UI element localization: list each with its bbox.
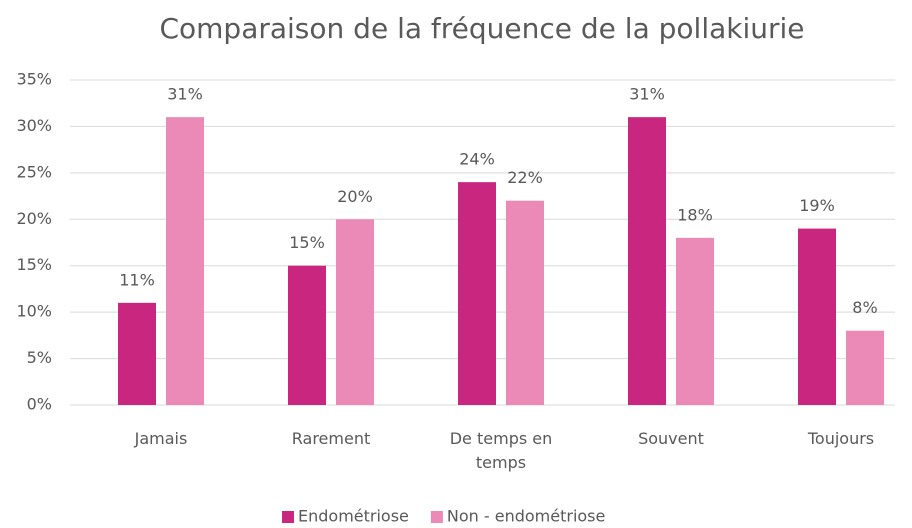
data-label: 18% [677, 205, 713, 224]
data-label: 15% [289, 233, 325, 252]
bar [288, 265, 326, 405]
legend-swatch [282, 511, 294, 523]
x-tick-label: Jamais [134, 429, 188, 448]
bar [676, 237, 714, 405]
data-label: 20% [337, 187, 373, 206]
data-label: 8% [852, 298, 877, 317]
data-label: 31% [167, 85, 203, 104]
y-tick-label: 5% [27, 348, 52, 367]
legend-swatch [430, 511, 443, 523]
y-tick-label: 35% [16, 70, 52, 89]
bar [846, 330, 884, 405]
legend-label: Endométriose [298, 507, 409, 526]
x-tick-label: Souvent [638, 429, 704, 448]
bar [336, 219, 374, 405]
bar [506, 200, 544, 405]
bar [118, 302, 156, 405]
data-label: 19% [799, 196, 835, 215]
bar [798, 228, 836, 405]
data-label: 22% [507, 168, 543, 187]
legend-label: Non - endométriose [447, 507, 605, 526]
bar [628, 117, 666, 406]
data-label: 24% [459, 150, 495, 169]
y-tick-label: 15% [16, 255, 52, 274]
y-tick-label: 20% [16, 209, 52, 228]
chart-title: Comparaison de la fréquence de la pollak… [159, 12, 804, 45]
data-label: 31% [629, 85, 665, 104]
x-tick-label: Toujours [807, 429, 875, 448]
bar [458, 182, 496, 405]
x-tick-label: Rarement [291, 429, 371, 448]
y-tick-label: 0% [27, 395, 52, 414]
x-tick-label: De temps en temps [449, 429, 553, 472]
y-tick-label: 30% [16, 116, 52, 135]
y-tick-label: 25% [16, 162, 52, 181]
bar [166, 117, 204, 406]
data-label: 11% [119, 270, 155, 289]
y-tick-label: 10% [16, 302, 52, 321]
